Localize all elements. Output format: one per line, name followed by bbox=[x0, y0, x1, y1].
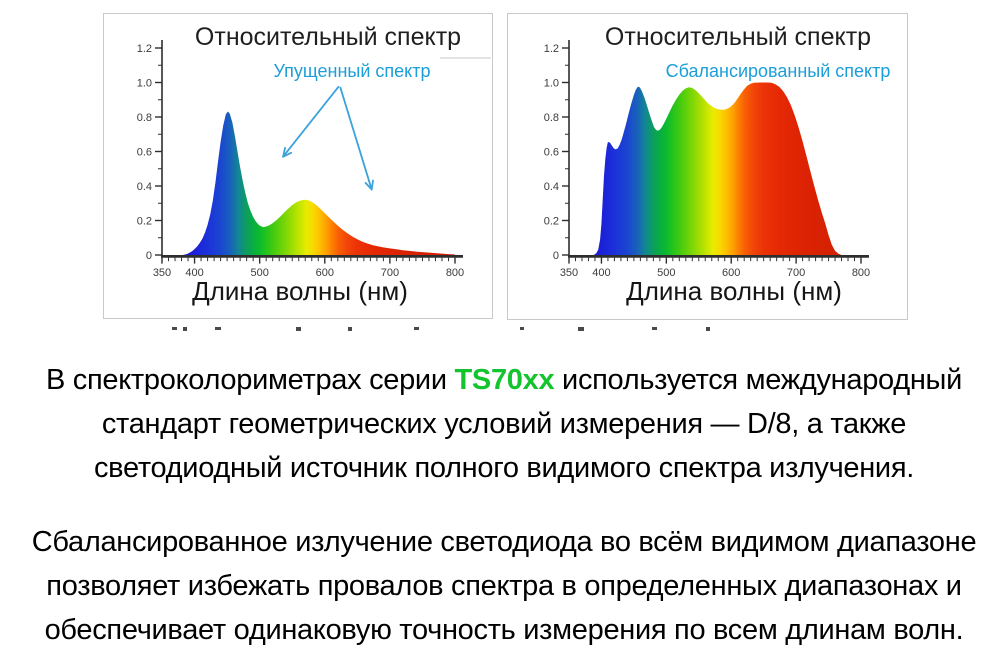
chart-x-axis-label: Длина волны (нм) bbox=[192, 276, 408, 306]
cropped-text-mark bbox=[348, 327, 352, 331]
x-tick-label: 600 bbox=[316, 267, 334, 279]
spectrum-area bbox=[182, 111, 456, 255]
text-segment: используется международный bbox=[554, 364, 962, 396]
chart-panel-balanced-spectrum: 0 0.2 0.4 0.6 0.8 1.0 1.2 350 400 500 600 700 800 От… bbox=[507, 13, 908, 320]
y-tick-label: 0.8 bbox=[544, 112, 559, 124]
chart-canvas-1: 0 0.2 0.4 0.6 0.8 1.0 1.2 350 400 500 600 700 800 bbox=[544, 40, 870, 279]
text-line: стандарт геометрических условий измерени… bbox=[0, 402, 1008, 446]
cropped-text-mark bbox=[652, 327, 657, 330]
text-segment: Сбалансированное излучение светодиода во… bbox=[31, 526, 977, 558]
x-tick-label: 600 bbox=[722, 267, 740, 279]
cropped-text-mark bbox=[215, 327, 221, 330]
text-line: Сбалансированное излучение светодиода во… bbox=[0, 520, 1008, 564]
paragraph-measurement-standard: В спектроколориметрах серии TS70xx испол… bbox=[0, 358, 1008, 490]
text-segment: В спектроколориметрах серии bbox=[45, 364, 455, 396]
x-tick-label: 800 bbox=[852, 267, 870, 279]
annotation-arrow bbox=[282, 85, 340, 158]
model-name-highlight: TS70xx bbox=[454, 364, 555, 396]
chart-title: Относительный спектр bbox=[605, 23, 871, 51]
spectrum-chart-balanced: 0 0.2 0.4 0.6 0.8 1.0 1.2 350 400 500 600 700 800 От… bbox=[544, 23, 891, 306]
cropped-text-mark bbox=[706, 327, 710, 331]
x-tick-label: 400 bbox=[185, 267, 203, 279]
spectrum-area bbox=[593, 82, 842, 255]
cropped-text-mark bbox=[183, 327, 187, 331]
paragraph-balanced-emission: Сбалансированное излучение светодиода во… bbox=[0, 520, 1008, 652]
x-tick-label: 800 bbox=[446, 267, 464, 279]
cropped-text-mark bbox=[520, 327, 524, 330]
x-tick-label: 500 bbox=[250, 267, 268, 279]
text-segment: светодиодный источник полного видимого с… bbox=[93, 452, 914, 484]
x-tick-label: 350 bbox=[560, 267, 578, 279]
y-tick-label: 0.2 bbox=[137, 216, 152, 228]
cropped-text-mark bbox=[578, 327, 584, 331]
cropped-text-mark bbox=[172, 327, 177, 330]
y-tick-label: 0.8 bbox=[137, 112, 152, 124]
text-line: В спектроколориметрах серии TS70xx испол… bbox=[0, 358, 1008, 402]
y-tick-label: 0.6 bbox=[137, 147, 152, 159]
chart-title: Относительный спектр bbox=[195, 23, 461, 51]
text-segment: стандарт геометрических условий измерени… bbox=[101, 408, 907, 440]
chart-panel-missed-spectrum: 0 0.2 0.4 0.6 0.8 1.0 1.2 350 400 500 600 700 800 От… bbox=[103, 13, 493, 319]
y-tick-label: 0.6 bbox=[544, 147, 559, 159]
x-tick-label: 350 bbox=[153, 267, 171, 279]
chart-canvas-0: 0 0.2 0.4 0.6 0.8 1.0 1.2 350 400 500 600 700 800 bbox=[137, 40, 491, 279]
y-tick-label: 0 bbox=[553, 250, 559, 262]
text-segment: позволяет избежать провалов спектра в оп… bbox=[46, 570, 962, 602]
x-tick-label: 700 bbox=[787, 267, 805, 279]
chart-annotation-missed-spectrum: Упущенный спектр bbox=[274, 61, 431, 81]
text-line: светодиодный источник полного видимого с… bbox=[0, 446, 1008, 490]
x-tick-label: 400 bbox=[592, 267, 610, 279]
y-tick-label: 0.4 bbox=[137, 181, 152, 193]
y-tick-label: 0.2 bbox=[544, 216, 559, 228]
cropped-text-mark bbox=[414, 327, 419, 330]
chart-annotation-balanced-spectrum: Сбалансированный спектр bbox=[666, 61, 891, 81]
y-tick-label: 1.2 bbox=[137, 43, 152, 55]
y-tick-label: 0 bbox=[146, 250, 152, 262]
y-tick-label: 1.0 bbox=[544, 78, 559, 90]
y-tick-label: 1.2 bbox=[544, 43, 559, 55]
chart-x-axis-label: Длина волны (нм) bbox=[626, 276, 842, 306]
text-line: обеспечивает одинаковую точность измерен… bbox=[0, 608, 1008, 652]
cropped-text-mark bbox=[296, 327, 301, 331]
text-segment: обеспечивает одинаковую точность измерен… bbox=[44, 614, 964, 646]
y-tick-label: 1.0 bbox=[137, 78, 152, 90]
annotation-arrow bbox=[339, 86, 374, 191]
y-tick-label: 0.4 bbox=[544, 181, 559, 193]
x-tick-label: 700 bbox=[381, 267, 399, 279]
spectrum-chart-missed: 0 0.2 0.4 0.6 0.8 1.0 1.2 350 400 500 600 700 800 От… bbox=[137, 23, 491, 306]
x-tick-label: 500 bbox=[657, 267, 675, 279]
text-line: позволяет избежать провалов спектра в оп… bbox=[0, 564, 1008, 608]
